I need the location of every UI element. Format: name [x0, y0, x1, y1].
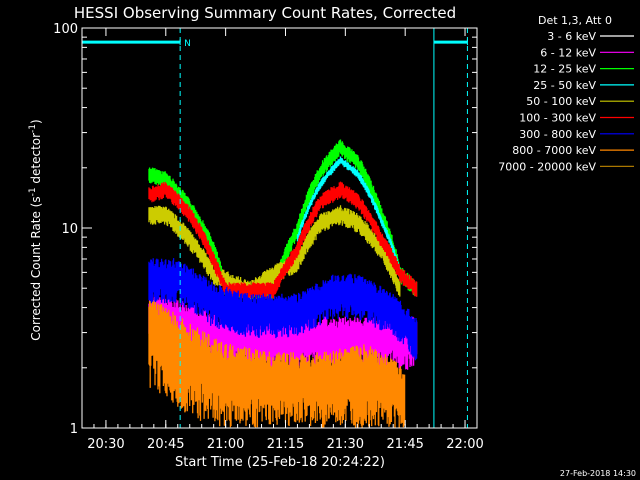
- series-25-50kev: [296, 156, 401, 275]
- legend-label-7: 800 - 7000 keV: [512, 144, 596, 157]
- x-tick-label-0: 20:30: [87, 437, 124, 452]
- legend-label-4: 50 - 100 keV: [526, 95, 596, 108]
- chart-title: HESSI Observing Summary Count Rates, Cor…: [74, 4, 456, 22]
- x-tick-label-5: 21:45: [386, 437, 423, 452]
- footer-date: 27-Feb-2018 14:30: [560, 469, 636, 478]
- y-tick-label-2: 100: [53, 22, 78, 37]
- x-axis-ticks: 20:30 20:45 21:00 21:15 21:30 21:45 22:00: [87, 28, 484, 452]
- flag-label-0: N: [184, 39, 191, 49]
- series-100-300kev: [148, 181, 418, 300]
- x-tick-label-6: 22:00: [446, 437, 483, 452]
- series-800-7000kev: [148, 298, 406, 428]
- x-tick-label-3: 21:15: [267, 437, 304, 452]
- x-tick-label-4: 21:30: [327, 437, 364, 452]
- legend-label-2: 12 - 25 keV: [533, 63, 596, 76]
- y-tick-label-0: 1: [70, 422, 78, 437]
- legend-label-5: 100 - 300 keV: [519, 112, 596, 125]
- legend: 3 - 6 keV 6 - 12 keV 12 - 25 keV 25 - 50 ke…: [498, 30, 634, 173]
- legend-label-1: 6 - 12 keV: [540, 46, 596, 59]
- y-axis-ticks: 1 10 100: [53, 22, 477, 437]
- x-tick-label-1: 20:45: [147, 437, 184, 452]
- legend-header: Det 1,3, Att 0: [538, 14, 612, 27]
- x-tick-label-2: 21:00: [207, 437, 244, 452]
- x-axis-label: Start Time (25-Feb-18 20:24:22): [175, 455, 385, 470]
- plot-data-area: [148, 139, 418, 428]
- y-tick-label-1: 10: [61, 222, 78, 237]
- series-300-800kev: [148, 258, 418, 361]
- legend-label-6: 300 - 800 keV: [519, 128, 596, 141]
- legend-label-0: 3 - 6 keV: [547, 30, 596, 43]
- y-axis-label: Corrected Count Rate (s-1 detector-1): [28, 119, 43, 340]
- legend-label-3: 25 - 50 keV: [533, 79, 596, 92]
- legend-label-8: 7000 - 20000 keV: [498, 160, 596, 173]
